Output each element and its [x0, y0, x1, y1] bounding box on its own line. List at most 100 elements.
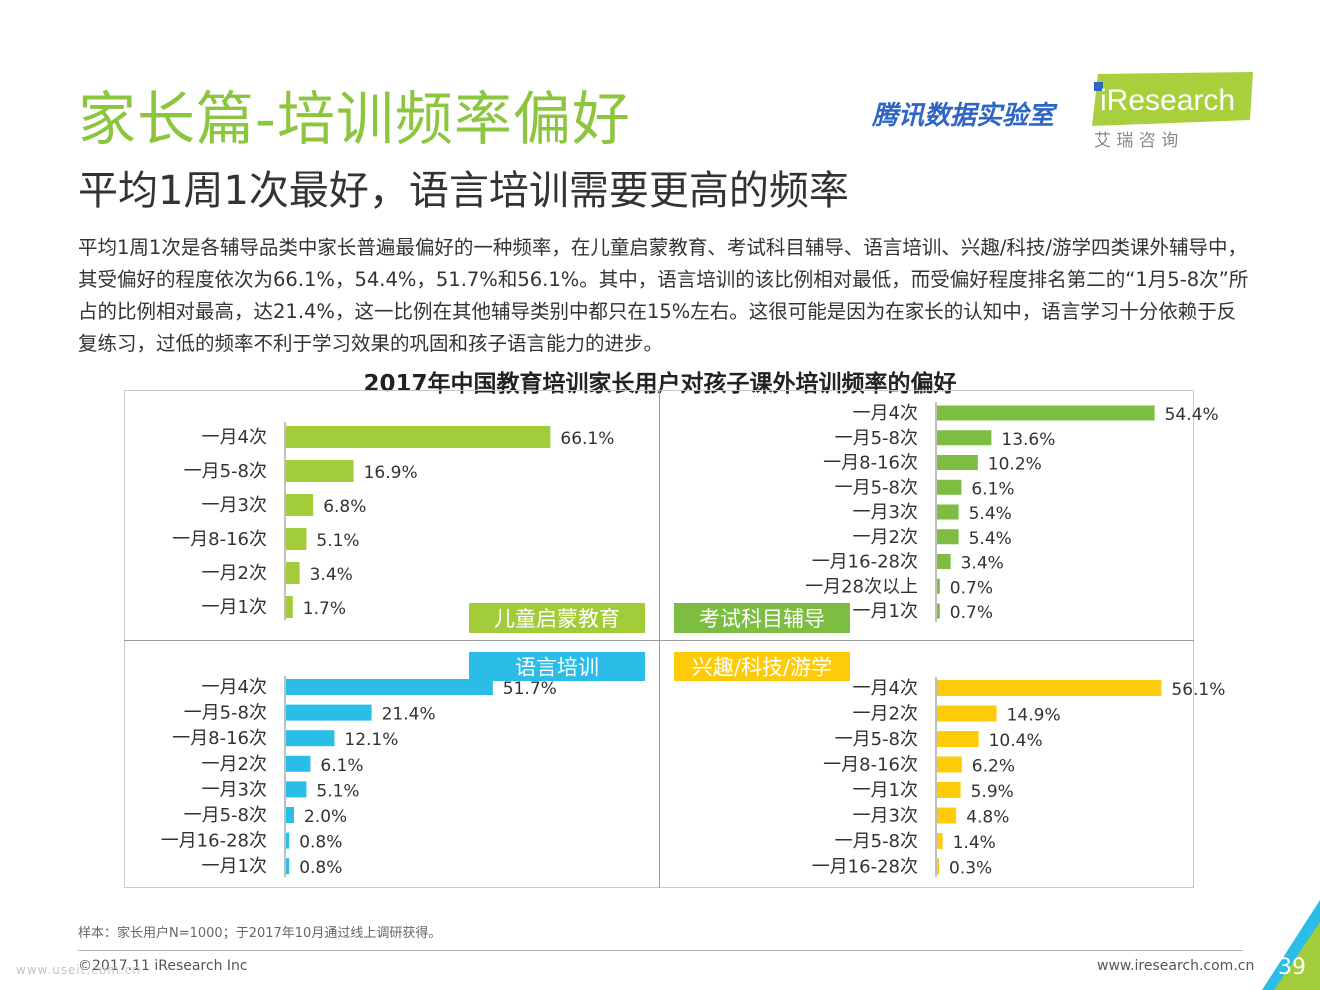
category-label: 一月5-8次: [184, 461, 267, 482]
category-label: 一月4次: [202, 677, 267, 698]
category-label: 一月4次: [202, 427, 267, 448]
data-label: 21.4%: [382, 705, 436, 725]
bar: [937, 858, 939, 875]
bar: [286, 858, 290, 875]
bar: [937, 529, 959, 545]
page-number: 39: [1278, 955, 1306, 980]
corner-green-shape: [1274, 922, 1320, 990]
bar: [286, 562, 300, 584]
category-label: 一月5-8次: [835, 428, 918, 449]
bar: [937, 833, 943, 849]
bar: [937, 756, 962, 773]
data-label: 5.9%: [971, 782, 1014, 802]
bar: [937, 731, 979, 747]
panel-tag-label: 考试科目辅导: [699, 607, 825, 631]
category-label: 一月5-8次: [835, 831, 918, 852]
data-label: 54.4%: [1165, 405, 1219, 425]
bar: [937, 680, 1162, 696]
category-label: 一月5-8次: [835, 477, 918, 498]
data-label: 1.7%: [303, 599, 346, 619]
category-label: 一月2次: [202, 563, 267, 584]
category-label: 一月3次: [853, 806, 918, 827]
data-label: 3.4%: [961, 554, 1004, 574]
sample-note: 样本：家长用户N=1000；于2017年10月通过线上调研获得。: [78, 926, 442, 941]
category-label: 一月2次: [853, 527, 918, 548]
bar: [937, 479, 962, 495]
copyright-text: ©2017.11 iResearch Inc: [78, 958, 248, 974]
data-label: 5.4%: [969, 504, 1012, 524]
data-label: 66.1%: [560, 429, 614, 449]
category-label: 一月28次以上: [805, 576, 918, 597]
data-label: 6.8%: [323, 497, 366, 517]
data-label: 14.9%: [1007, 706, 1061, 726]
panel-tag-background: [674, 652, 850, 681]
bar: [937, 807, 957, 824]
category-label: 一月5-8次: [184, 703, 267, 724]
panel-tag-background: [674, 603, 850, 633]
iresearch-logo: iResearch 艾 瑞 咨 询: [1092, 72, 1253, 151]
iresearch-logo-text: iResearch: [1100, 84, 1235, 117]
bar: [286, 807, 294, 823]
bar: [286, 755, 311, 772]
data-label: 5.1%: [316, 781, 359, 801]
chart-horizontal-divider: [124, 640, 1194, 641]
data-label: 10.2%: [988, 455, 1042, 475]
data-label: 5.1%: [316, 531, 359, 551]
category-label: 一月16-28次: [812, 857, 918, 878]
data-label: 16.9%: [364, 463, 418, 483]
category-label: 一月8-16次: [823, 755, 918, 776]
bar: [937, 603, 940, 619]
data-label: 6.2%: [972, 757, 1015, 777]
page-title: 家长篇-培训频率偏好: [78, 85, 631, 153]
bar: [937, 405, 1155, 421]
category-label: 一月8-16次: [172, 529, 267, 550]
bar: [937, 578, 940, 594]
data-label: 0.8%: [299, 858, 342, 878]
data-label: 2.0%: [304, 807, 347, 827]
data-label: 4.8%: [966, 808, 1009, 828]
category-label: 一月5-8次: [835, 729, 918, 750]
bar: [937, 430, 992, 446]
data-label: 51.7%: [503, 679, 557, 699]
category-label: 一月1次: [853, 780, 918, 801]
bar: [937, 455, 978, 470]
bar: [286, 494, 314, 516]
summary-paragraph: 平均1周1次是各辅导品类中家长普遍最偏好的一种频率，在儿童启蒙教育、考试科目辅导…: [78, 236, 1249, 355]
website-link[interactable]: www.iresearch.com.cn: [1097, 958, 1255, 974]
iresearch-logo-dot: [1094, 82, 1103, 91]
data-label: 0.7%: [950, 578, 993, 598]
bar: [286, 730, 335, 747]
watermark-text: www.useit.com.cn: [16, 963, 141, 977]
panel-tag-background: [469, 652, 645, 681]
category-label: 一月16-28次: [812, 552, 918, 573]
panel-tag-label: 兴趣/科技/游学: [692, 656, 832, 680]
data-label: 12.1%: [344, 730, 398, 750]
category-label: 一月2次: [853, 704, 918, 725]
bar: [286, 596, 293, 618]
panel-tag-label: 语言培训: [515, 656, 599, 680]
bar: [937, 782, 961, 798]
data-label: 56.1%: [1171, 680, 1225, 700]
bar: [286, 704, 372, 721]
tencent-data-lab-logo: 腾讯数据实验室: [872, 101, 1055, 131]
category-label: 一月8-16次: [823, 453, 918, 474]
bar: [937, 554, 951, 569]
category-label: 一月1次: [202, 856, 267, 877]
data-label: 13.6%: [1001, 430, 1055, 450]
data-label: 0.3%: [949, 859, 992, 879]
category-label: 一月4次: [853, 678, 918, 699]
chart-vertical-divider: [659, 390, 660, 888]
data-label: 3.4%: [310, 565, 353, 585]
bar: [286, 832, 290, 849]
bar: [286, 528, 307, 550]
category-label: 一月3次: [202, 495, 267, 516]
category-label: 一月3次: [202, 779, 267, 800]
page-corner-decoration: [1262, 900, 1320, 990]
panel-tag-label: 儿童启蒙教育: [494, 607, 620, 631]
category-label: 一月1次: [202, 597, 267, 618]
data-label: 0.7%: [950, 603, 993, 623]
footer-divider: [78, 950, 1243, 951]
category-label: 一月1次: [853, 601, 918, 622]
bar: [286, 781, 307, 798]
